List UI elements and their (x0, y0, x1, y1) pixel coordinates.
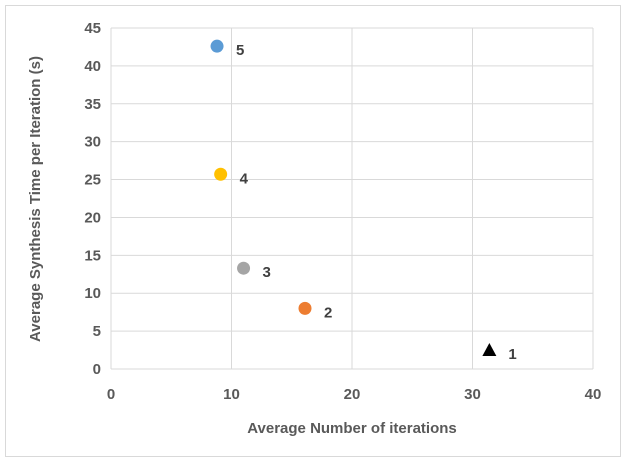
y-tick-label: 35 (84, 96, 101, 113)
y-tick-label: 25 (84, 172, 101, 189)
y-tick-label: 40 (84, 58, 101, 75)
x-tick-label: 20 (344, 386, 361, 403)
point-label: 5 (236, 42, 244, 59)
x-tick-label: 30 (464, 386, 481, 403)
x-tick-label: 0 (107, 386, 115, 403)
data-points: 1 2 3 4 5 (210, 39, 517, 363)
gridlines (110, 27, 594, 370)
point-label: 1 (508, 346, 516, 363)
y-tick-label: 0 (93, 361, 101, 378)
x-tick-label: 40 (585, 386, 602, 403)
y-tick-label: 10 (84, 285, 101, 302)
chart-frame (5, 5, 621, 457)
y-tick-label: 30 (84, 134, 101, 151)
point-circle-marker (214, 167, 228, 181)
point-triangle-marker (482, 343, 497, 357)
x-axis-title: Average Number of iterations (247, 420, 457, 437)
y-axis-title: Average Synthesis Time per Iteration (s) (27, 56, 44, 342)
point-circle-marker (210, 39, 224, 53)
y-tick-label: 15 (84, 247, 101, 264)
y-tick-label: 5 (93, 323, 101, 340)
point-label: 4 (240, 170, 249, 187)
y-tick-label: 45 (84, 20, 101, 37)
point-label: 2 (324, 304, 332, 321)
y-axis-ticks: 0 5 10 15 20 25 30 35 40 45 (84, 20, 101, 378)
x-tick-label: 10 (223, 386, 240, 403)
y-tick-label: 20 (84, 209, 101, 226)
x-axis-ticks: 0 10 20 30 40 (107, 386, 602, 403)
point-circle-marker (298, 301, 312, 315)
point-label: 3 (263, 264, 271, 281)
point-circle-marker (237, 261, 251, 275)
